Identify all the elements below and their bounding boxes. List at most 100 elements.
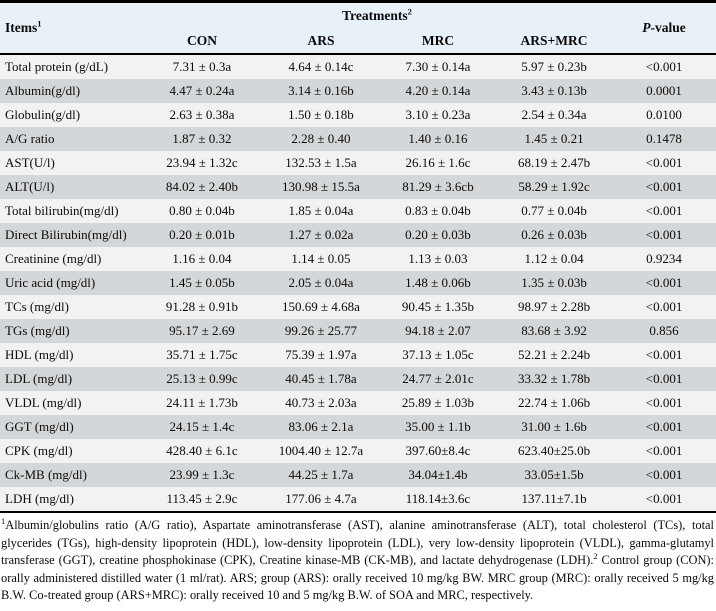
item-label-cell: TCs (mg/dl) — [5, 299, 69, 314]
table-row: LDL (mg/dl) 25.13 ± 0.99c 40.45 ± 1.78a 24.… — [0, 367, 716, 391]
item-label-cell: LDL (mg/dl) — [5, 371, 73, 386]
ars-value-cell: 1.85 ± 0.04a — [288, 203, 354, 218]
pvalue-cell: <0.001 — [645, 491, 683, 506]
ars-mrc-value-cell: 83.68 ± 3.92 — [521, 323, 587, 338]
ars-value-cell: 40.73 ± 2.03a — [285, 395, 357, 410]
con-value-cell: 84.02 ± 2.40b — [165, 179, 239, 194]
pvalue-cell: <0.001 — [645, 155, 683, 170]
item-label-cell: Ck-MB (mg/dl) — [5, 467, 87, 482]
con-value-cell: 2.63 ± 0.38a — [169, 107, 235, 122]
mrc-value-cell: 1.40 ± 0.16 — [408, 131, 468, 146]
con-value-cell: 25.13 ± 0.99c — [166, 371, 238, 386]
mrc-value-cell: 81.29 ± 3.6cb — [402, 179, 474, 194]
item-label-cell: Uric acid (mg/dl) — [5, 275, 96, 290]
table-row: Creatinine (mg/dl) 1.16 ± 0.04 1.14 ± 0.05… — [0, 247, 716, 271]
con-value-cell: 23.94 ± 1.32c — [166, 155, 238, 170]
table-row: GGT (mg/dl) 24.15 ± 1.4c 83.06 ± 2.1a 35.00… — [0, 415, 716, 439]
treatments-results-table: Items1 Treatments2 P-value CON ARS MRC A… — [0, 0, 716, 513]
con-value-cell: 0.20 ± 0.01b — [169, 227, 235, 242]
pvalue-cell: <0.001 — [645, 275, 683, 290]
ars-mrc-value-cell: 5.97 ± 0.23b — [521, 59, 587, 74]
ars-value-cell: 83.06 ± 2.1a — [288, 419, 354, 434]
ars-mrc-value-cell: 31.00 ± 1.6b — [521, 419, 587, 434]
item-label-cell: Globulin(g/dl) — [5, 107, 81, 122]
table-row: Total bilirubin(mg/dl) 0.80 ± 0.04b 1.85 ±… — [0, 199, 716, 223]
item-label-cell: Albumin(g/dl) — [5, 83, 81, 98]
con-value-cell: 113.45 ± 2.9c — [166, 491, 238, 506]
con-value-cell: 1.87 ± 0.32 — [172, 131, 232, 146]
con-value-cell: 4.47 ± 0.24a — [169, 83, 235, 98]
ars-mrc-value-cell: 98.97 ± 2.28b — [517, 299, 591, 314]
ars-mrc-value-cell: 52.21 ± 2.24b — [517, 347, 591, 362]
header-row-groups: Items1 Treatments2 P-value — [0, 1, 716, 54]
item-label-cell: ALT(U/l) — [5, 179, 55, 194]
item-label-cell: Total protein (g/dL) — [5, 59, 109, 74]
item-label-cell: Direct Bilirubin(mg/dl) — [5, 227, 127, 242]
item-label-cell: TGs (mg/dl) — [5, 323, 70, 338]
pvalue-cell: 0.9234 — [646, 251, 682, 266]
column-header-ars-mrc: ARS+MRC — [496, 29, 613, 54]
ars-mrc-value-cell: 1.45 ± 0.21 — [524, 131, 584, 146]
footnote-abbreviations-text: Albumin/globulins ratio (A/G ratio), Asp… — [1, 518, 714, 568]
table-header: Items1 Treatments2 P-value CON ARS MRC A… — [0, 1, 716, 54]
pvalue-cell: 0.1478 — [646, 131, 682, 146]
footnote-superscript-2: 2 — [593, 551, 598, 562]
table-row: VLDL (mg/dl) 24.11 ± 1.73b 40.73 ± 2.03a 25… — [0, 391, 716, 415]
ars-value-cell: 130.98 ± 15.5a — [282, 179, 360, 194]
ars-value-cell: 177.06 ± 4.7a — [285, 491, 357, 506]
con-value-cell: 428.40 ± 6.1c — [166, 443, 238, 458]
pvalue-cell: <0.001 — [645, 371, 683, 386]
mrc-value-cell: 0.83 ± 0.04b — [405, 203, 471, 218]
ars-value-cell: 75.39 ± 1.97a — [285, 347, 357, 362]
items-superscript: 1 — [37, 18, 42, 29]
pvalue-cell: <0.001 — [645, 419, 683, 434]
ars-mrc-value-cell: 2.54 ± 0.34a — [521, 107, 587, 122]
table-row: ALT(U/l) 84.02 ± 2.40b 130.98 ± 15.5a 81.29… — [0, 175, 716, 199]
ars-value-cell: 4.64 ± 0.14c — [288, 59, 354, 74]
ars-mrc-value-cell: 3.43 ± 0.13b — [521, 83, 587, 98]
ars-value-cell: 3.14 ± 0.16b — [288, 83, 354, 98]
con-value-cell: 24.11 ± 1.73b — [166, 395, 238, 410]
con-value-cell: 24.15 ± 1.4c — [169, 419, 235, 434]
ars-value-cell: 2.05 ± 0.04a — [288, 275, 354, 290]
mrc-value-cell: 1.13 ± 0.03 — [408, 251, 468, 266]
header-row-treatments: CON ARS MRC ARS+MRC — [0, 29, 716, 54]
item-label-cell: LDH (mg/dl) — [5, 491, 74, 506]
pvalue-cell: 0.856 — [649, 323, 679, 338]
column-header-ars: ARS — [262, 29, 380, 54]
ars-mrc-value-cell: 33.32 ± 1.78b — [517, 371, 591, 386]
pvalue-cell: <0.001 — [645, 443, 683, 458]
mrc-value-cell: 25.89 ± 1.03b — [401, 395, 475, 410]
ars-value-cell: 1.50 ± 0.18b — [288, 107, 354, 122]
con-value-cell: 1.45 ± 0.05b — [169, 275, 235, 290]
table-row: Globulin(g/dl) 2.63 ± 0.38a 1.50 ± 0.18b 3.… — [0, 103, 716, 127]
pvalue-cell: <0.001 — [645, 59, 683, 74]
column-header-mrc: MRC — [380, 29, 496, 54]
ars-mrc-value-cell: 1.35 ± 0.03b — [521, 275, 587, 290]
mrc-value-cell: 118.14±3.6c — [405, 491, 471, 506]
mrc-value-cell: 26.16 ± 1.6c — [405, 155, 471, 170]
item-label-cell: VLDL (mg/dl) — [5, 395, 82, 410]
table-row: Uric acid (mg/dl) 1.45 ± 0.05b 2.05 ± 0.04… — [0, 271, 716, 295]
table-row: LDH (mg/dl) 113.45 ± 2.9c 177.06 ± 4.7a 118… — [0, 487, 716, 512]
pvalue-cell: <0.001 — [645, 227, 683, 242]
item-label-cell: Creatinine (mg/dl) — [5, 251, 102, 266]
pvalue-cell: 0.0100 — [646, 107, 682, 122]
ars-value-cell: 1.14 ± 0.05 — [291, 251, 351, 266]
pvalue-cell: 0.0001 — [646, 83, 682, 98]
con-value-cell: 91.28 ± 0.91b — [165, 299, 239, 314]
mrc-value-cell: 24.77 ± 2.01c — [402, 371, 474, 386]
mrc-value-cell: 1.48 ± 0.06b — [405, 275, 471, 290]
pvalue-cell: <0.001 — [645, 179, 683, 194]
ars-mrc-value-cell: 137.11±7.1b — [521, 491, 587, 506]
table-row: TCs (mg/dl) 91.28 ± 0.91b 150.69 ± 4.68a 90… — [0, 295, 716, 319]
ars-mrc-value-cell: 0.26 ± 0.03b — [521, 227, 587, 242]
table-row: Albumin(g/dl) 4.47 ± 0.24a 3.14 ± 0.16b 4.2… — [0, 79, 716, 103]
mrc-value-cell: 7.30 ± 0.14a — [405, 59, 471, 74]
mrc-value-cell: 4.20 ± 0.14a — [405, 83, 471, 98]
mrc-value-cell: 0.20 ± 0.03b — [405, 227, 471, 242]
ars-value-cell: 132.53 ± 1.5a — [285, 155, 357, 170]
con-value-cell: 0.80 ± 0.04b — [169, 203, 235, 218]
table-body: Total protein (g/dL) 7.31 ± 0.3a 4.64 ± 0.… — [0, 54, 716, 512]
